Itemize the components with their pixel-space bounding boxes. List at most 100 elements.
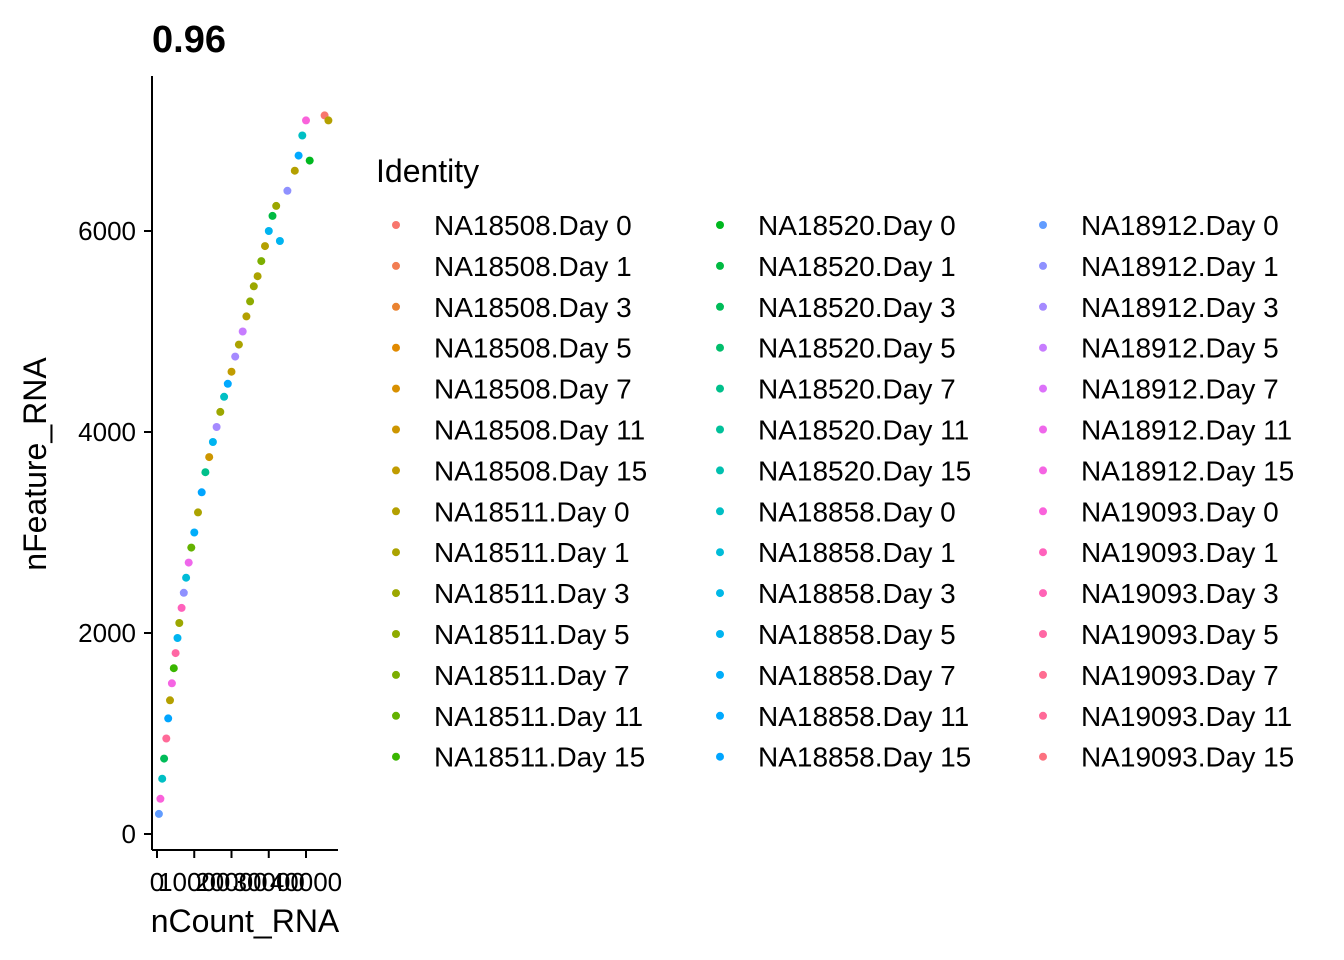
data-point xyxy=(190,528,199,537)
y-axis-ticks: 0 2000 4000 6000 xyxy=(78,216,152,849)
legend: NA18508.Day 0 NA18508.Day 1 NA18508.Day 3 N… xyxy=(392,210,1294,773)
legend-key xyxy=(1039,630,1047,638)
legend-item: NA19093.Day 15 xyxy=(1039,742,1294,773)
legend-label: NA18508.Day 11 xyxy=(434,415,645,446)
legend-label: NA18520.Day 0 xyxy=(758,210,956,241)
legend-item: NA18508.Day 7 xyxy=(392,374,632,405)
legend-label: NA19093.Day 15 xyxy=(1081,742,1294,773)
legend-key xyxy=(716,384,724,393)
data-point xyxy=(164,714,173,723)
data-point xyxy=(283,186,292,195)
legend-key xyxy=(716,711,724,720)
legend-item: NA18912.Day 0 xyxy=(1039,210,1279,241)
data-point xyxy=(179,588,188,597)
data-point xyxy=(268,211,277,220)
legend-label: NA18511.Day 11 xyxy=(434,701,643,732)
legend-label: NA18912.Day 11 xyxy=(1081,415,1292,446)
legend-item: NA18511.Day 11 xyxy=(392,701,643,732)
legend-item: NA19093.Day 11 xyxy=(1039,701,1292,732)
legend-key xyxy=(392,670,400,679)
legend-label: NA18520.Day 11 xyxy=(758,415,969,446)
legend-label: NA18511.Day 5 xyxy=(434,619,630,650)
legend-item: NA18858.Day 7 xyxy=(716,660,956,691)
legend-label: NA18858.Day 5 xyxy=(758,619,956,650)
legend-item: NA18508.Day 15 xyxy=(392,455,647,486)
data-point xyxy=(158,774,167,783)
legend-label: NA18912.Day 0 xyxy=(1081,210,1279,241)
legend-item: NA18912.Day 5 xyxy=(1039,333,1279,364)
legend-item: NA18508.Day 1 xyxy=(392,251,632,282)
legend-key xyxy=(1039,670,1047,679)
legend-item: NA18508.Day 5 xyxy=(392,333,632,364)
data-point xyxy=(294,151,303,160)
data-point xyxy=(257,257,266,266)
legend-item: NA18508.Day 11 xyxy=(392,415,645,446)
y-tick-label: 2000 xyxy=(78,618,136,648)
data-point xyxy=(272,201,281,210)
legend-item: NA19093.Day 7 xyxy=(1039,660,1279,691)
legend-item: NA18511.Day 7 xyxy=(392,660,630,691)
legend-label: NA18508.Day 7 xyxy=(434,374,632,405)
legend-key xyxy=(1039,302,1047,311)
legend-item: NA19093.Day 0 xyxy=(1039,496,1279,527)
legend-label: NA18508.Day 15 xyxy=(434,455,647,486)
legend-key xyxy=(716,261,724,270)
legend-item: NA18511.Day 5 xyxy=(392,619,630,650)
legend-item: NA18511.Day 15 xyxy=(392,742,645,773)
legend-item: NA18912.Day 1 xyxy=(1039,251,1279,282)
legend-item: NA18912.Day 3 xyxy=(1039,292,1279,323)
data-point xyxy=(169,664,178,673)
legend-key xyxy=(392,343,400,352)
data-point xyxy=(298,131,307,140)
legend-key xyxy=(392,752,400,761)
data-point xyxy=(171,649,180,658)
legend-key xyxy=(392,630,400,638)
data-point xyxy=(220,392,229,401)
data-point xyxy=(173,634,182,642)
data-point xyxy=(223,379,232,388)
legend-label: NA18511.Day 15 xyxy=(434,742,645,773)
legend-label: NA18858.Day 3 xyxy=(758,578,956,609)
legend-label: NA18912.Day 15 xyxy=(1081,455,1294,486)
legend-item: NA18511.Day 3 xyxy=(392,578,630,609)
data-point xyxy=(160,754,169,763)
legend-item: NA18858.Day 5 xyxy=(716,619,956,650)
data-point xyxy=(194,508,202,517)
legend-key xyxy=(716,548,724,557)
legend-key xyxy=(392,221,400,229)
legend-key xyxy=(1039,343,1047,352)
x-tick-label: 0 xyxy=(150,867,164,897)
legend-item: NA18912.Day 7 xyxy=(1039,374,1279,405)
data-point xyxy=(261,242,269,251)
data-points xyxy=(154,111,333,818)
legend-label: NA19093.Day 3 xyxy=(1081,578,1279,609)
legend-item: NA18858.Day 0 xyxy=(716,496,956,527)
x-tick-label: 10000 xyxy=(158,867,230,897)
data-point xyxy=(302,116,310,125)
legend-key xyxy=(716,221,724,229)
data-point xyxy=(177,603,186,612)
data-point xyxy=(184,558,193,567)
legend-label: NA18858.Day 11 xyxy=(758,701,969,732)
data-point xyxy=(242,312,251,321)
legend-label: NA18858.Day 1 xyxy=(758,537,956,568)
data-point xyxy=(154,809,163,818)
legend-label: NA18511.Day 1 xyxy=(434,537,630,568)
legend-key xyxy=(1039,466,1047,475)
data-point xyxy=(187,543,196,552)
y-tick-label: 4000 xyxy=(78,417,136,447)
data-point xyxy=(216,407,225,416)
data-point xyxy=(253,272,262,281)
data-point xyxy=(290,166,299,175)
legend-item: NA18858.Day 11 xyxy=(716,701,969,732)
legend-key xyxy=(716,302,724,311)
data-point xyxy=(156,794,165,803)
legend-key xyxy=(1039,507,1047,516)
legend-key xyxy=(1039,221,1047,229)
data-point xyxy=(175,619,184,627)
legend-key xyxy=(716,752,724,761)
legend-item: NA18858.Day 15 xyxy=(716,742,971,773)
data-point xyxy=(238,327,247,336)
legend-key xyxy=(392,466,400,475)
